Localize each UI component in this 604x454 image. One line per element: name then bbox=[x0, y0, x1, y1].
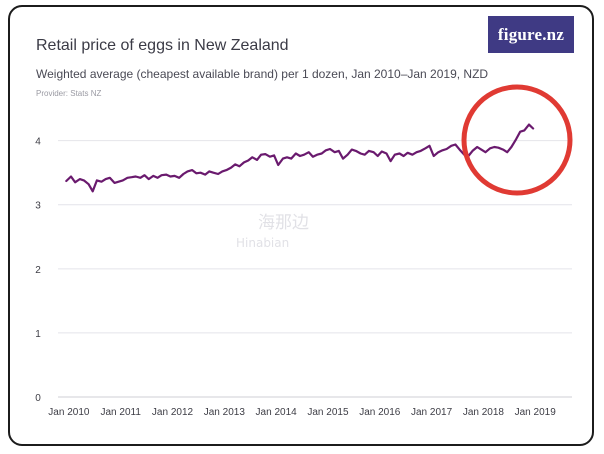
x-tick-label: Jan 2016 bbox=[359, 407, 401, 418]
x-tick-label: Jan 2018 bbox=[463, 407, 505, 418]
chart-title: Retail price of eggs in New Zealand bbox=[36, 37, 289, 54]
figure-nz-logo[interactable]: figure.nz bbox=[488, 16, 574, 53]
watermark: 海那边 Hinabian bbox=[236, 213, 309, 250]
x-tick-label: Jan 2013 bbox=[204, 407, 246, 418]
watermark-line2: Hinabian bbox=[236, 236, 289, 250]
highlight-circle bbox=[461, 84, 573, 196]
grid-lines bbox=[58, 140, 572, 398]
y-tick-label: 4 bbox=[35, 137, 41, 148]
y-tick-label: 2 bbox=[35, 265, 41, 276]
x-axis-ticks: Jan 2010 Jan 2011 Jan 2012 Jan 2013 Jan 2014… bbox=[48, 407, 556, 418]
y-tick-label: 3 bbox=[35, 201, 41, 212]
watermark-line1: 海那边 bbox=[258, 213, 309, 233]
x-tick-label: Jan 2019 bbox=[515, 407, 557, 418]
x-tick-label: Jan 2015 bbox=[307, 407, 349, 418]
y-tick-label: 1 bbox=[35, 329, 41, 340]
series-line bbox=[65, 123, 535, 193]
y-tick-label: 0 bbox=[35, 393, 41, 404]
x-tick-label: Jan 2010 bbox=[48, 407, 90, 418]
chart-subtitle: Weighted average (cheapest available bra… bbox=[36, 67, 489, 81]
x-tick-label: Jan 2012 bbox=[152, 407, 194, 418]
x-tick-label: Jan 2014 bbox=[256, 407, 298, 418]
data-provider: Provider: Stats NZ bbox=[36, 89, 102, 98]
series-layer bbox=[65, 123, 535, 193]
x-tick-label: Jan 2017 bbox=[411, 407, 453, 418]
x-tick-label: Jan 2011 bbox=[100, 407, 141, 418]
highlight-annotation bbox=[461, 84, 573, 196]
y-axis-ticks: 0 1 2 3 4 bbox=[35, 137, 41, 404]
